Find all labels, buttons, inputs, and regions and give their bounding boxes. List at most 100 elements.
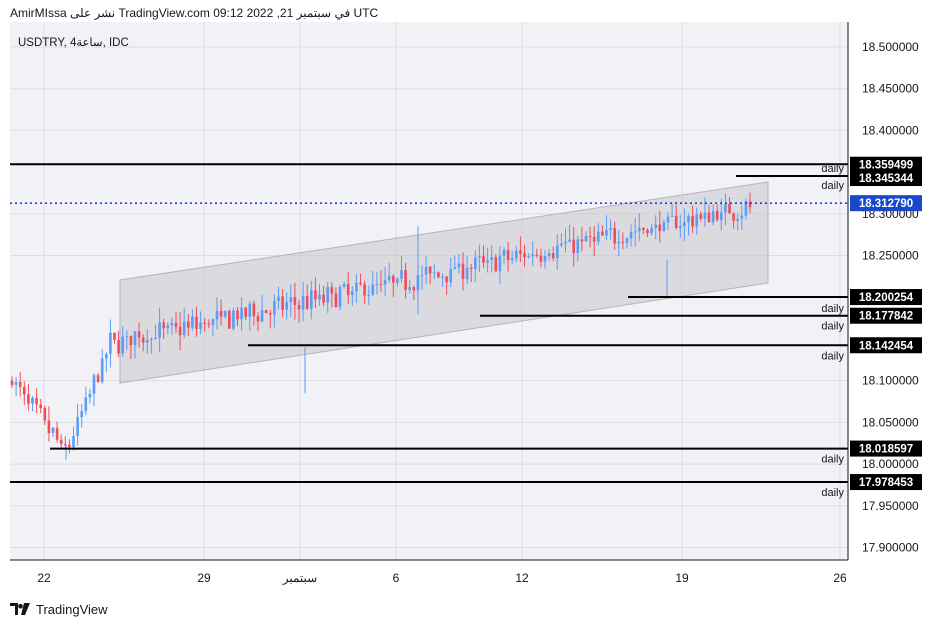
candle-body: [650, 227, 653, 234]
candle-body: [605, 229, 608, 236]
level-tag: daily: [821, 454, 844, 466]
candle-body: [400, 270, 403, 279]
price-badge: [850, 156, 922, 173]
candle-body: [609, 228, 612, 230]
candle-body: [502, 250, 506, 256]
candle-body: [707, 212, 711, 223]
candle-body: [560, 243, 563, 246]
candle-body: [658, 224, 662, 232]
candle-body: [691, 215, 694, 227]
candle-body: [379, 284, 383, 286]
candle-body: [109, 332, 112, 354]
symbol-label: USDTRY, 4ساعة, IDC: [18, 36, 129, 49]
candle-body: [601, 231, 604, 236]
level-tag: daily: [821, 350, 844, 362]
y-tick-label: 17.950000: [862, 499, 919, 513]
candle-body: [346, 283, 350, 296]
candle-body: [27, 394, 30, 404]
y-tick-label: 18.400000: [862, 123, 919, 137]
candle-body: [182, 321, 186, 336]
candle-body: [158, 322, 161, 338]
candle-body: [363, 284, 366, 296]
candle-body: [215, 310, 219, 320]
price-badge: [850, 474, 922, 491]
candle-body: [392, 275, 395, 283]
candle-body: [105, 353, 108, 359]
y-tick-label: 18.100000: [862, 374, 919, 388]
candle-body: [539, 255, 543, 262]
price-badge-label: 18.359499: [859, 160, 913, 172]
candle-body: [551, 253, 555, 259]
candle-body: [326, 286, 329, 303]
candle-body: [695, 214, 698, 227]
candle-body: [232, 310, 235, 329]
price-badge-label: 18.200254: [859, 292, 914, 304]
candle-body: [264, 310, 268, 314]
x-tick-label: 29: [197, 571, 211, 585]
candle-body: [564, 241, 567, 244]
candle-body: [96, 375, 100, 382]
candle-body: [724, 204, 727, 213]
candle-body: [744, 201, 748, 216]
candle-body: [625, 238, 629, 243]
level-tag: daily: [821, 303, 844, 315]
level-lines: daily daily daily daily daily daily daily: [10, 163, 848, 499]
candle-body: [523, 253, 526, 258]
x-tick-label: سبتمبر: [282, 571, 317, 585]
candle-body: [728, 204, 731, 214]
candle-body: [141, 337, 145, 343]
candle-body: [51, 427, 55, 434]
candle-body: [35, 397, 38, 405]
candle-body: [76, 417, 79, 436]
candle-body: [84, 397, 88, 412]
price-badge-label: 18.018597: [859, 444, 913, 456]
candle-body: [568, 239, 571, 242]
candle-body: [474, 257, 477, 269]
candle-body: [482, 256, 485, 263]
tradingview-logo-icon: [10, 603, 30, 615]
candle-body: [556, 245, 559, 259]
y-tick-label: 18.500000: [862, 40, 919, 54]
candle-body: [162, 322, 165, 329]
candle-body: [506, 250, 510, 261]
candle-body: [92, 375, 96, 394]
candle-body: [10, 380, 14, 385]
candle-body: [715, 210, 719, 220]
y-tick-label: 18.050000: [862, 415, 919, 429]
candle-body: [203, 322, 206, 324]
candle-body: [387, 275, 391, 280]
candle-body: [301, 296, 305, 310]
candle-body: [543, 256, 547, 262]
candle-body: [732, 213, 735, 221]
x-tick-label: 12: [515, 571, 529, 585]
candle-body: [412, 287, 416, 291]
time-axis[interactable]: 22 29 سبتمبر 6 12 19 26: [37, 571, 847, 585]
candle-body: [428, 266, 432, 274]
candle-body: [166, 325, 170, 329]
candle-body: [617, 241, 621, 244]
candle-body: [629, 232, 633, 239]
candle-body: [273, 300, 276, 315]
price-badge: [850, 170, 922, 187]
candle-body: [277, 296, 280, 301]
candle-body: [305, 296, 309, 309]
candle-body: [252, 303, 256, 317]
candle-body: [330, 286, 334, 294]
candle-body: [236, 310, 239, 320]
candle-body: [334, 293, 338, 308]
candle-body: [117, 340, 120, 354]
price-badge: [850, 337, 922, 354]
candle-body: [654, 224, 657, 228]
y-tick-label: 18.450000: [862, 82, 919, 96]
candle-body: [703, 212, 707, 219]
candle-body: [100, 358, 104, 382]
price-badge: [850, 440, 922, 457]
candle-body: [228, 310, 231, 329]
candle-body: [404, 270, 407, 290]
candle-body: [133, 331, 137, 346]
candle-body: [125, 335, 129, 337]
candle-body: [683, 222, 686, 227]
candle-body: [572, 239, 575, 254]
y-tick-label: 18.250000: [862, 249, 919, 263]
